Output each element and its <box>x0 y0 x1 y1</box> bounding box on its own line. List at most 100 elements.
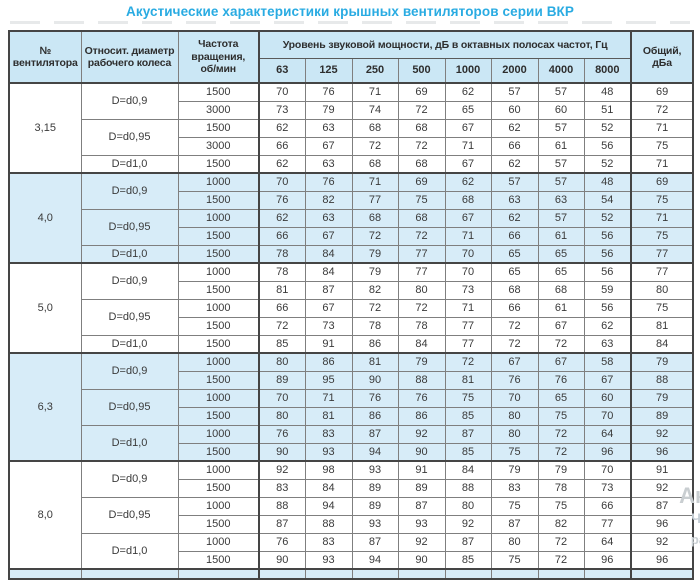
spl-value-cell: 63 <box>304 208 353 228</box>
spl-value-cell: 92 <box>444 514 492 534</box>
table-row: 6,3 D=d0,9 1000 80 86 81 79 72 67 67 58 79 <box>8 352 694 462</box>
table-body: 3,15 D=d0,9 1500 70 76 71 69 62 57 57 48 69 3000 73 79… <box>8 82 694 580</box>
total-cell: 71 <box>630 154 694 174</box>
total-cell: 92 <box>630 478 694 498</box>
spl-value-cell: 93 <box>397 514 446 534</box>
spl-value-cell: 71 <box>351 172 399 192</box>
spl-value-cell: 70 <box>258 82 306 102</box>
table-row: 1500 87 88 93 93 92 87 82 77 96 <box>9 514 694 534</box>
header-fan-number: № вентилятора <box>8 30 82 84</box>
spl-value-cell: 48 <box>583 82 632 102</box>
diameter-cell: D=d0,9 <box>80 172 179 210</box>
spl-value-cell: 71 <box>304 388 353 408</box>
spl-value-cell: 76 <box>397 388 446 408</box>
spl-value-cell: 83 <box>258 478 306 498</box>
spl-value-cell: 96 <box>583 442 632 462</box>
diameter-cell: D=d1,0 <box>80 244 179 264</box>
spl-value-cell: 68 <box>351 154 399 174</box>
spl-value-cell: 89 <box>351 478 399 498</box>
table-row: D=d1,0 1000 76 83 87 92 87 80 72 64 92 <box>9 424 694 462</box>
diameter-cell: D=d1,0 <box>80 334 179 354</box>
spl-value-cell: 79 <box>397 352 446 372</box>
speed-cell: 1500 <box>177 334 260 354</box>
empty-cell <box>304 568 353 580</box>
spl-value-cell: 68 <box>444 190 492 210</box>
spl-value-cell: 62 <box>490 154 539 174</box>
spl-value-cell: 84 <box>444 460 492 480</box>
speed-cell: 1500 <box>177 280 260 300</box>
spl-value-cell: 67 <box>444 118 492 138</box>
spl-value-cell: 87 <box>444 424 492 444</box>
speed-cell: 1000 <box>177 262 260 282</box>
spl-value-cell: 67 <box>490 352 539 372</box>
table-row: 1500 90 93 94 90 85 75 72 96 96 <box>9 550 694 570</box>
speed-cell: 1500 <box>177 118 260 138</box>
spl-value-cell: 70 <box>490 388 539 408</box>
diameter-cell: D=d0,9 <box>80 262 179 300</box>
total-cell: 71 <box>630 118 694 138</box>
spl-value-cell: 87 <box>397 496 446 516</box>
spl-value-cell: 87 <box>351 424 399 444</box>
spl-value-cell: 88 <box>444 478 492 498</box>
spl-value-cell: 89 <box>351 496 399 516</box>
total-cell: 92 <box>630 424 694 444</box>
spl-value-cell: 56 <box>583 244 632 264</box>
spl-value-cell: 85 <box>444 406 492 426</box>
fan-number-cell: 4,0 <box>8 172 82 264</box>
spl-value-cell: 80 <box>258 406 306 426</box>
table-row: D=d0,95 1000 62 63 68 68 67 62 57 52 71 <box>9 208 694 246</box>
spl-value-cell: 90 <box>397 442 446 462</box>
total-cell: 84 <box>630 334 694 354</box>
spl-value-cell: 74 <box>351 100 399 120</box>
spl-value-cell: 72 <box>258 316 306 336</box>
spl-value-cell: 83 <box>304 424 353 444</box>
diameter-cell: D=d0,95 <box>80 208 179 246</box>
spl-value-cell: 94 <box>351 550 399 570</box>
spl-value-cell: 57 <box>537 172 585 192</box>
spl-value-cell: 70 <box>258 388 306 408</box>
header-diameter: Относит. диаметр рабочего колеса <box>80 30 179 84</box>
spl-value-cell: 92 <box>258 460 306 480</box>
spl-value-cell: 68 <box>397 208 446 228</box>
spl-value-cell: 81 <box>304 406 353 426</box>
spl-value-cell: 80 <box>444 496 492 516</box>
spl-value-cell: 67 <box>444 208 492 228</box>
table-row: D=d0,95 1000 88 94 89 87 80 75 75 66 87 <box>9 496 694 534</box>
speed-cell: 1500 <box>177 226 260 246</box>
spl-value-cell: 84 <box>304 244 353 264</box>
speed-cell: 1000 <box>177 208 260 228</box>
total-cell: 79 <box>630 352 694 372</box>
table-row: 5,0 D=d0,9 1000 78 84 79 77 70 65 65 56 77 <box>8 262 694 354</box>
spl-value-cell: 84 <box>304 478 353 498</box>
spl-value-cell: 62 <box>258 118 306 138</box>
total-cell: 75 <box>630 226 694 246</box>
header-band-8000: 8000 <box>583 57 632 84</box>
spl-value-cell: 57 <box>537 154 585 174</box>
total-cell: 96 <box>630 442 694 462</box>
watermark-fragment: Чт <box>691 510 700 526</box>
table-row: D=d0,95 1500 62 63 68 68 67 62 57 52 71 <box>9 118 694 156</box>
total-cell: 89 <box>630 406 694 426</box>
spl-value-cell: 67 <box>537 352 585 372</box>
spl-value-cell: 72 <box>351 226 399 246</box>
spl-value-cell: 66 <box>490 136 539 156</box>
spl-value-cell: 72 <box>537 442 585 462</box>
spl-value-cell: 80 <box>490 406 539 426</box>
spl-value-cell: 67 <box>444 154 492 174</box>
empty-cell <box>351 568 399 580</box>
spl-value-cell: 72 <box>397 100 446 120</box>
spl-value-cell: 65 <box>490 244 539 264</box>
spl-value-cell: 98 <box>304 460 353 480</box>
spl-value-cell: 77 <box>351 190 399 210</box>
total-cell: 75 <box>630 298 694 318</box>
spl-value-cell: 90 <box>258 442 306 462</box>
spl-value-cell: 61 <box>537 298 585 318</box>
header-speed: Частота вращения, об/мин <box>177 30 260 84</box>
spl-value-cell: 67 <box>304 226 353 246</box>
spl-value-cell: 66 <box>490 298 539 318</box>
header-band-250: 250 <box>351 57 399 84</box>
spl-value-cell: 66 <box>258 298 306 318</box>
spl-value-cell: 48 <box>583 172 632 192</box>
empty-cell <box>258 568 306 580</box>
spl-value-cell: 72 <box>537 550 585 570</box>
